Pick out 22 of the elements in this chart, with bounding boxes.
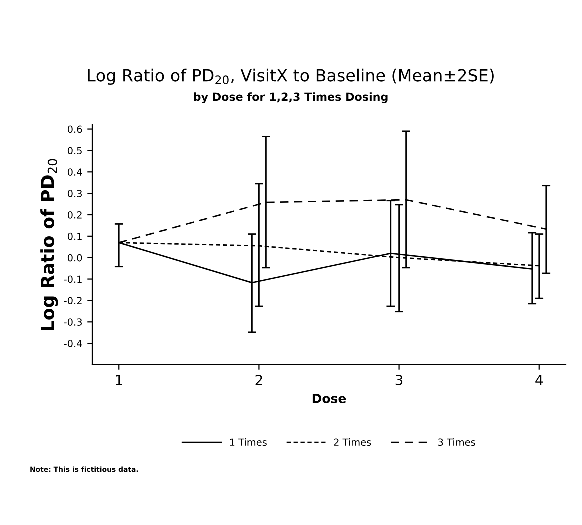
x-tick-label: 3 bbox=[396, 374, 403, 386]
y-tick-label: 0.0 bbox=[68, 254, 82, 262]
x-tick-label: 1 bbox=[116, 375, 122, 386]
y-tick-label: 0.5 bbox=[68, 147, 82, 155]
y-tick-label: 0.4 bbox=[68, 168, 82, 176]
y-tick-label: -0.4 bbox=[64, 340, 82, 348]
y-tick-label: -0.2 bbox=[64, 297, 82, 305]
legend-label: 2 Times bbox=[334, 438, 372, 446]
chart-subtitle: by Dose for 1,2,3 Times Dosing bbox=[194, 92, 388, 104]
y-tick-label: -0.1 bbox=[64, 276, 82, 284]
legend-label: 3 Times bbox=[438, 438, 476, 446]
x-axis-title: Dose bbox=[312, 394, 346, 404]
y-tick-label: 0.6 bbox=[68, 126, 82, 134]
y-tick-label: 0.1 bbox=[68, 232, 82, 240]
x-tick-label: 4 bbox=[536, 375, 544, 386]
y-tick-label: 0.2 bbox=[68, 211, 82, 219]
y-axis-title: Log Ratio of PD$_{20}$ bbox=[40, 159, 58, 330]
x-tick-label: 2 bbox=[256, 374, 262, 386]
y-tick-label: -0.3 bbox=[64, 318, 82, 326]
legend-label: 1 Times bbox=[230, 438, 267, 446]
chart-title: Log Ratio of PD$_{20}$, VisitX to Baseline (Mean±2SE) bbox=[88, 68, 494, 86]
y-tick-label: 0.3 bbox=[68, 190, 82, 198]
